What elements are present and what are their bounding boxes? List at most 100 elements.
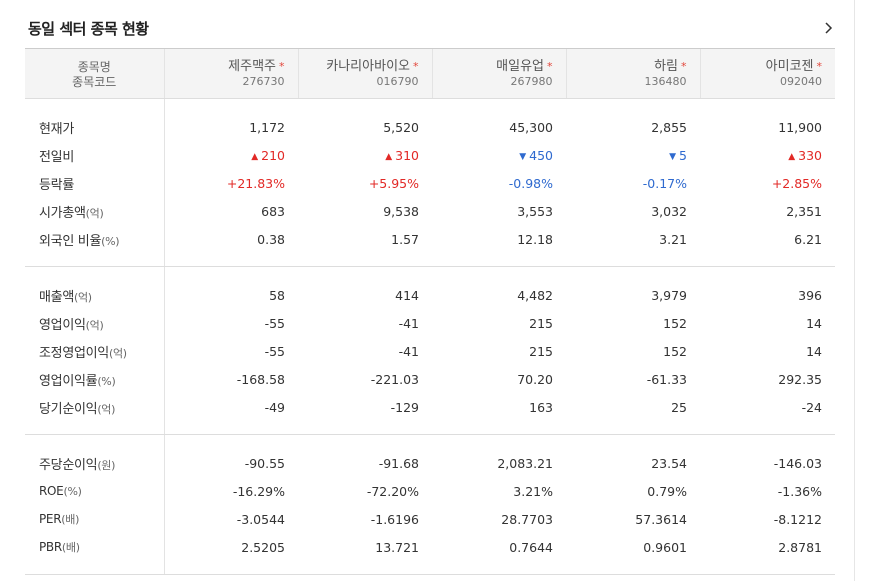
row-unit: (원)	[97, 458, 116, 472]
row-label: 현재가	[25, 113, 165, 141]
stock-code: 016790	[376, 74, 419, 88]
stock-name[interactable]: 아미코젠	[765, 58, 814, 74]
stock-name[interactable]: 카나리아바이오	[326, 58, 410, 74]
value-cell: -221.03	[298, 365, 432, 393]
value-cell: +21.83%	[164, 169, 298, 197]
cell-value: 13.721	[375, 539, 419, 555]
group-separator	[25, 266, 835, 267]
cell-value: 14	[806, 315, 822, 331]
row-label: 영업이익률(%)	[25, 365, 165, 393]
value-cell: 2,855	[566, 113, 700, 141]
cell-value: -24	[801, 399, 822, 415]
cell-value: 9,538	[383, 203, 419, 219]
cell-value: 152	[663, 343, 687, 359]
cell-value: 2.8781	[778, 539, 822, 555]
cell-value: +21.83%	[226, 175, 285, 191]
stock-name[interactable]: 제주맥주	[228, 58, 276, 74]
row-label-text: 등락률	[39, 177, 74, 193]
value-cell: 683	[164, 197, 298, 225]
cell-value: -49	[264, 399, 285, 415]
cell-value: 2,083.21	[497, 455, 553, 471]
table-row: 현재가 1,172 5,520 45,300 2,855 11,900	[25, 113, 835, 141]
value-cell: 1,172	[164, 113, 298, 141]
cell-value: 11,900	[778, 119, 822, 135]
cell-value: 310	[395, 147, 419, 163]
cell-value: 292.35	[778, 371, 822, 387]
cell-value: -72.20%	[366, 483, 419, 499]
row-label-text: 현재가	[39, 121, 74, 137]
stock-header-3[interactable]: 하림 * 136480	[565, 48, 700, 99]
stock-header-1[interactable]: 카나리아바이오 * 016790	[297, 48, 432, 99]
row-label-text: 주당순이익	[39, 457, 98, 473]
table-row: PBR(배) 2.5205 13.721 0.7644 0.9601 2.8781	[25, 533, 835, 561]
table-row: ROE(%) -16.29% -72.20% 3.21% 0.79% -1.36%	[25, 477, 835, 505]
up-triangle-icon: ▲	[385, 151, 393, 162]
cell-value: 3.21%	[513, 483, 553, 499]
row-label: 조정영업이익(억)	[25, 337, 165, 365]
table-row: 당기순이익(억) -49 -129 163 25 -24	[25, 393, 835, 421]
value-cell: 2,083.21	[432, 449, 566, 477]
stock-name[interactable]: 매일유업	[496, 58, 544, 74]
cell-value: 3,553	[517, 203, 553, 219]
cell-value: -3.0544	[236, 511, 285, 527]
cell-value: 23.54	[651, 455, 687, 471]
group-spacer-bottom	[25, 421, 835, 434]
star-mark: *	[816, 59, 823, 73]
cell-value: -0.17%	[642, 175, 687, 191]
value-cell: 2.8781	[700, 533, 835, 561]
table-row: 전일비 ▲ 210 ▲ 310 ▼ 450 ▼ 5 ▲ 330	[25, 141, 835, 169]
value-cell: ▼ 5	[566, 141, 700, 169]
value-cell: 9,538	[298, 197, 432, 225]
table-row: 영업이익(억) -55 -41 215 152 14	[25, 309, 835, 337]
stock-code: 276730	[242, 74, 285, 88]
cell-value: 4,482	[517, 287, 553, 303]
cell-value: 45,300	[509, 119, 553, 135]
chevron-right-icon[interactable]	[820, 20, 836, 36]
cell-value: 5	[679, 147, 687, 163]
table-row: 매출액(억) 58 414 4,482 3,979 396	[25, 281, 835, 309]
row-label: PER(배)	[25, 505, 165, 533]
sector-compare-table: 종목명 종목코드 제주맥주 * 276730 카나리아바이오 * 016790 매일유업 * 2…	[25, 48, 835, 575]
value-cell: 6.21	[700, 225, 835, 253]
value-cell: 3.21%	[432, 477, 566, 505]
cell-value: -168.58	[236, 371, 285, 387]
table-row: 시가총액(억) 683 9,538 3,553 3,032 2,351	[25, 197, 835, 225]
value-cell: ▼ 450	[432, 141, 566, 169]
up-triangle-icon: ▲	[251, 151, 259, 162]
value-cell: -90.55	[164, 449, 298, 477]
value-cell: 5,520	[298, 113, 432, 141]
value-cell: 0.9601	[566, 533, 700, 561]
stock-header-2[interactable]: 매일유업 * 267980	[431, 48, 566, 99]
value-cell: -41	[298, 309, 432, 337]
row-unit: (%)	[63, 484, 82, 498]
cell-value: 3,979	[651, 287, 687, 303]
stock-header-0[interactable]: 제주맥주 * 276730	[163, 48, 298, 99]
cell-value: -146.03	[773, 455, 822, 471]
cell-value: -0.98%	[508, 175, 553, 191]
cell-value: 70.20	[517, 371, 553, 387]
value-cell: +2.85%	[700, 169, 835, 197]
value-cell: -1.6196	[298, 505, 432, 533]
value-cell: 414	[298, 281, 432, 309]
value-cell: -55	[164, 337, 298, 365]
value-cell: 23.54	[566, 449, 700, 477]
stock-header-4[interactable]: 아미코젠 * 092040	[699, 48, 835, 99]
value-cell: -24	[700, 393, 835, 421]
cell-value: 28.7703	[501, 511, 553, 527]
cell-value: 0.9601	[643, 539, 687, 555]
row-unit: (%)	[101, 234, 120, 248]
group-spacer-top	[25, 266, 835, 281]
value-cell: 14	[700, 309, 835, 337]
table-row: 조정영업이익(억) -55 -41 215 152 14	[25, 337, 835, 365]
down-triangle-icon: ▼	[669, 151, 677, 162]
cell-value: +5.95%	[368, 175, 419, 191]
value-cell: 12.18	[432, 225, 566, 253]
group-separator	[25, 434, 835, 435]
value-cell: 2,351	[700, 197, 835, 225]
row-label: 등락률	[25, 169, 165, 197]
down-triangle-icon: ▼	[519, 151, 527, 162]
cell-value: -91.68	[378, 455, 419, 471]
row-unit: (억)	[85, 318, 104, 332]
stock-name[interactable]: 하림	[654, 58, 678, 74]
value-cell: -168.58	[164, 365, 298, 393]
